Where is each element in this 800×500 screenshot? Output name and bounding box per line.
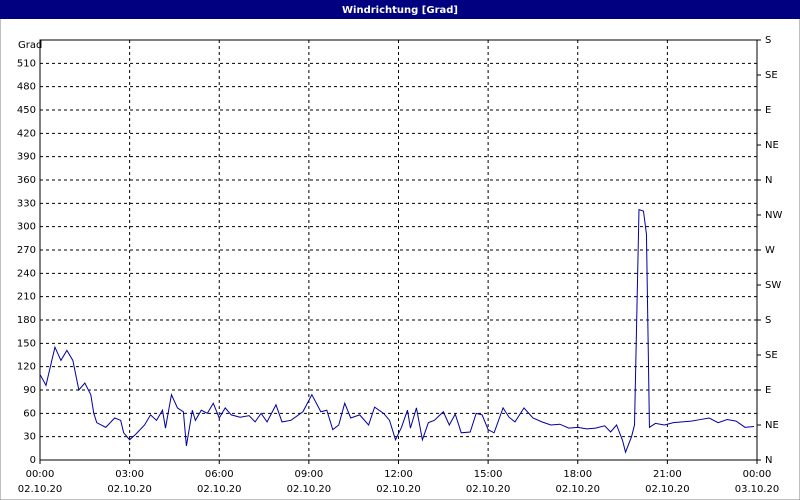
x-tick-label: 18:00 — [563, 469, 592, 480]
y-tick-label: 180 — [17, 315, 36, 326]
y2-tick-label: NE — [765, 420, 779, 431]
x-tick-date: 02.10.20 — [287, 484, 332, 495]
x-tick-label: 00:00 — [26, 469, 55, 480]
x-tick-date: 02.10.20 — [466, 484, 511, 495]
y-tick-label: 60 — [23, 408, 36, 419]
y-tick-label: 0 — [30, 455, 36, 466]
y-tick-label: 300 — [17, 222, 36, 233]
x-tick-date: 03.10.20 — [735, 484, 780, 495]
x-tick-date: 02.10.20 — [107, 484, 152, 495]
y-tick-label: 270 — [17, 245, 36, 256]
x-tick-date: 02.10.20 — [645, 484, 690, 495]
y-tick-label: 330 — [17, 198, 36, 209]
y2-tick-label: NE — [765, 140, 779, 151]
y2-tick-label: W — [765, 245, 775, 256]
x-tick-label: 12:00 — [384, 469, 413, 480]
x-tick-date: 02.10.20 — [555, 484, 600, 495]
x-tick-label: 09:00 — [294, 469, 323, 480]
y-axis-label: Grad — [18, 40, 42, 51]
y2-tick-label: S — [765, 35, 771, 46]
y-tick-label: 210 — [17, 292, 36, 303]
x-tick-label: 21:00 — [653, 469, 682, 480]
y-tick-label: 120 — [17, 362, 36, 373]
y-tick-label: 360 — [17, 175, 36, 186]
y-tick-label: 480 — [17, 82, 36, 93]
y2-tick-label: E — [765, 385, 771, 396]
title-bar — [0, 0, 800, 19]
x-tick-label: 03:00 — [115, 469, 144, 480]
y-tick-label: 150 — [17, 338, 36, 349]
y2-tick-label: SE — [765, 70, 778, 81]
data-line — [39, 208, 755, 454]
y-tick-label: 240 — [17, 268, 36, 279]
y2-tick-label: N — [765, 175, 772, 186]
y-tick-label: 90 — [23, 385, 36, 396]
x-tick-label: 06:00 — [205, 469, 234, 480]
y-tick-label: 450 — [17, 105, 36, 116]
y2-tick-label: E — [765, 105, 771, 116]
x-tick-date: 02.10.20 — [376, 484, 421, 495]
plot-frame — [39, 39, 758, 461]
x-tick-date: 02.10.20 — [197, 484, 242, 495]
x-tick-label: 00:00 — [743, 469, 772, 480]
y2-tick-label: SW — [765, 280, 781, 291]
x-tick-label: 15:00 — [474, 469, 503, 480]
chart-title: Windrichtung [Grad] — [342, 5, 458, 16]
y-tick-label: 390 — [17, 152, 36, 163]
y2-tick-label: S — [765, 315, 771, 326]
y-tick-label: 510 — [17, 58, 36, 69]
y2-tick-label: SE — [765, 350, 778, 361]
x-tick-date: 02.10.20 — [18, 484, 63, 495]
y-tick-label: 30 — [23, 432, 36, 443]
y-tick-label: 420 — [17, 128, 36, 139]
y2-tick-label: N — [765, 455, 772, 466]
y2-tick-label: NW — [765, 210, 782, 221]
